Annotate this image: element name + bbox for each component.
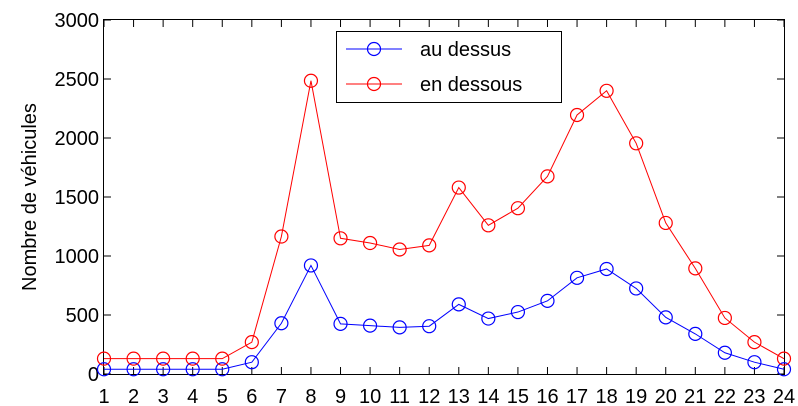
data-point-en-dessous <box>362 235 378 251</box>
data-point-en-dessous <box>156 351 171 366</box>
y-tick-label: 1000 <box>55 246 100 268</box>
data-point-en-dessous <box>747 335 762 350</box>
x-tick-label: 20 <box>655 386 677 406</box>
series-line-au-dessus <box>104 264 785 370</box>
data-point-au-dessus <box>274 316 289 331</box>
data-point-en-dessous <box>451 180 466 195</box>
data-point-au-dessus <box>599 261 614 277</box>
data-point-en-dessous <box>540 169 555 184</box>
x-tick-label: 24 <box>773 386 795 406</box>
data-point-au-dessus <box>96 362 112 377</box>
x-tick-label: 18 <box>595 386 617 406</box>
data-point-au-dessus <box>392 320 407 335</box>
data-point-en-dessous <box>422 238 437 253</box>
x-tick-label: 8 <box>305 386 316 406</box>
x-tick-label: 21 <box>684 386 706 406</box>
data-point-en-dessous <box>481 218 496 233</box>
x-tick-label: 2 <box>128 386 139 406</box>
data-point-au-dessus <box>629 281 644 296</box>
data-point-en-dessous <box>599 83 614 98</box>
x-tick-label: 16 <box>536 386 558 406</box>
data-point-en-dessous <box>717 310 732 326</box>
x-tick-label: 12 <box>418 386 440 406</box>
data-point-en-dessous <box>629 136 644 151</box>
data-point-en-dessous <box>126 351 141 366</box>
data-point-en-dessous <box>215 351 230 366</box>
data-point-au-dessus <box>156 362 171 377</box>
plot-area-frame <box>103 19 785 375</box>
legend-marker-au-dessus <box>366 41 382 57</box>
data-point-au-dessus <box>717 345 732 360</box>
x-tick-label: 4 <box>187 386 198 406</box>
x-tick-label: 11 <box>389 386 410 406</box>
x-tick-label: 7 <box>276 386 287 406</box>
y-tick-label: 2000 <box>55 128 100 150</box>
data-point-au-dessus <box>244 355 259 370</box>
data-point-au-dessus <box>126 362 141 377</box>
legend-label-au-dessus: au dessus <box>420 39 511 61</box>
data-point-au-dessus <box>185 362 200 377</box>
data-point-en-dessous <box>658 215 673 231</box>
x-tick-label: 10 <box>359 386 381 406</box>
x-tick-label: 9 <box>335 386 346 406</box>
data-point-en-dessous <box>333 231 348 246</box>
y-axis-label: Nombre de véhicules <box>19 103 41 291</box>
data-point-au-dessus <box>333 316 348 331</box>
data-point-en-dessous <box>185 351 200 366</box>
data-point-en-dessous <box>244 335 259 350</box>
data-point-en-dessous <box>274 229 289 244</box>
data-point-en-dessous <box>776 351 792 366</box>
x-tick-label: 14 <box>477 386 499 406</box>
legend-label-en-dessous: en dessous <box>420 74 522 96</box>
x-tick-label: 17 <box>566 386 588 406</box>
x-tick-label: 13 <box>448 386 470 406</box>
y-tick-label: 3000 <box>55 10 100 32</box>
data-point-au-dessus <box>540 293 555 308</box>
data-point-au-dessus <box>481 311 496 326</box>
x-tick-label: 1 <box>98 386 109 406</box>
x-tick-label: 3 <box>158 386 169 406</box>
data-point-en-dessous <box>303 73 319 88</box>
data-point-au-dessus <box>747 355 762 370</box>
y-tick-label: 2500 <box>55 69 100 91</box>
legend: au dessus en dessous <box>336 31 562 103</box>
legend-marker-en-dessous <box>366 76 382 92</box>
data-point-au-dessus <box>422 319 437 334</box>
data-point-en-dessous <box>96 351 112 366</box>
x-tick-label: 6 <box>246 386 257 406</box>
data-point-en-dessous <box>510 201 526 216</box>
data-point-en-dessous <box>688 261 703 276</box>
data-point-au-dessus <box>510 304 526 320</box>
axes-frame <box>103 19 785 375</box>
data-point-au-dessus <box>688 326 703 341</box>
data-point-au-dessus <box>569 270 585 285</box>
y-tick-label: 0 <box>88 364 99 386</box>
data-point-au-dessus <box>303 258 319 273</box>
series-group <box>96 73 792 377</box>
data-point-au-dessus <box>362 318 378 333</box>
data-point-au-dessus <box>658 310 673 325</box>
data-point-au-dessus <box>776 362 792 377</box>
x-tick-label: 5 <box>217 386 228 406</box>
x-tick-label: 23 <box>743 386 765 406</box>
y-tick-label: 1500 <box>55 187 100 209</box>
data-point-en-dessous <box>392 242 407 257</box>
y-tick-label: 500 <box>66 305 99 327</box>
data-point-au-dessus <box>451 297 466 312</box>
x-tick-label: 15 <box>507 386 529 406</box>
x-tick-label: 22 <box>714 386 736 406</box>
series-line-en-dessous <box>104 80 785 360</box>
x-tick-label: 19 <box>625 386 647 406</box>
data-point-en-dessous <box>569 107 585 123</box>
data-point-au-dessus <box>215 362 230 377</box>
